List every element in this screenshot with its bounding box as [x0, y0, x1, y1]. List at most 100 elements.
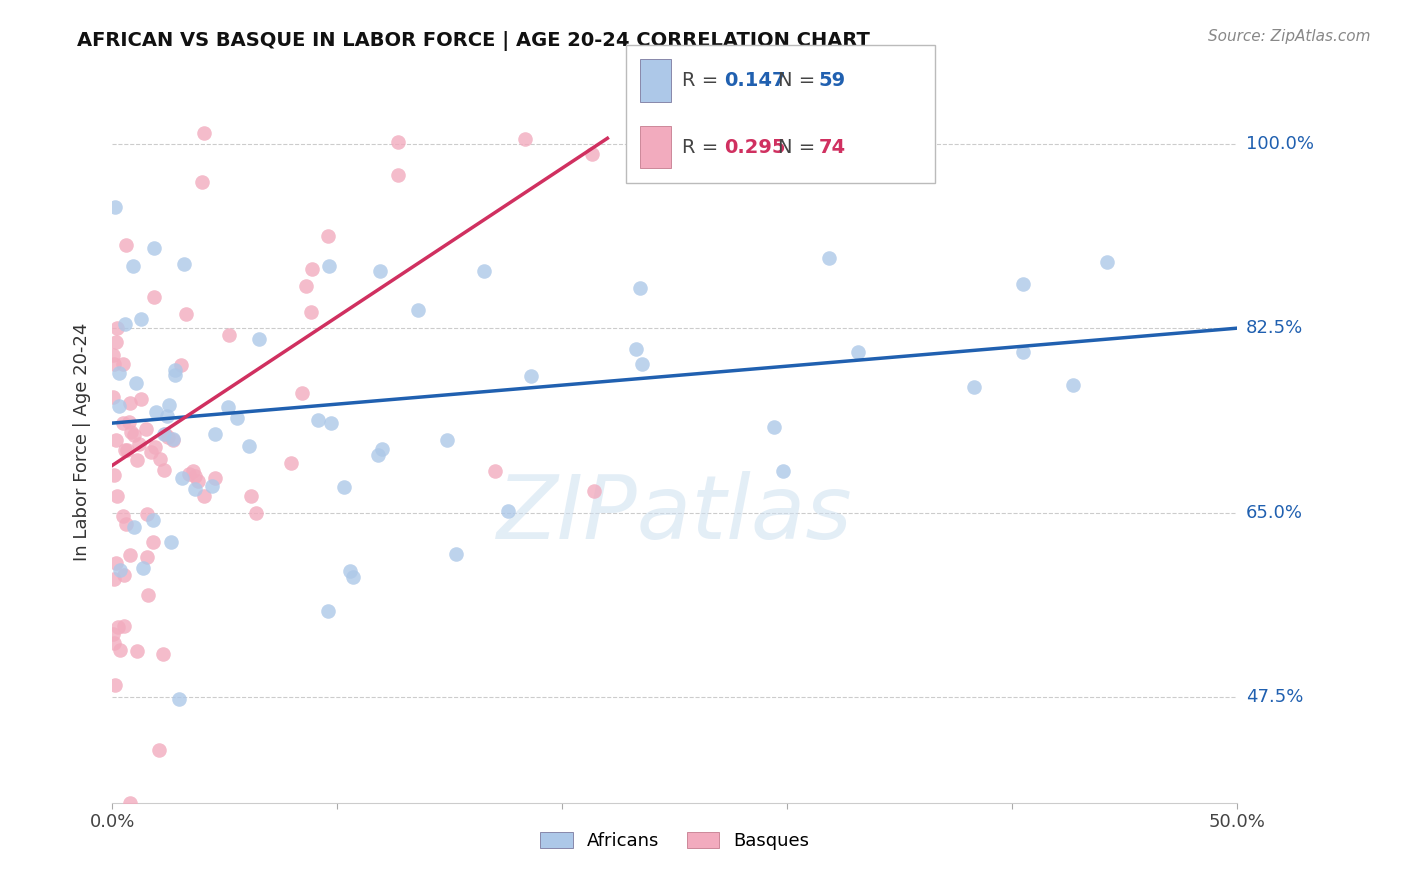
Text: R =: R =	[682, 71, 724, 90]
Point	[238, 438, 260, 452]
Point	[387, 169, 409, 183]
Text: ZIPatlas: ZIPatlas	[498, 471, 852, 557]
Point	[183, 468, 205, 483]
Point	[776, 161, 799, 176]
Point	[149, 452, 172, 467]
Point	[142, 534, 165, 549]
Point	[157, 398, 180, 412]
Point	[581, 147, 603, 161]
Point	[484, 464, 506, 478]
Text: N =: N =	[778, 71, 821, 90]
Point	[245, 506, 267, 520]
Text: 74: 74	[818, 137, 845, 157]
Point	[299, 304, 322, 318]
Point	[204, 427, 226, 442]
Point	[156, 430, 179, 444]
Point	[217, 400, 239, 414]
Point	[316, 604, 339, 618]
Point	[624, 343, 647, 357]
Text: AFRICAN VS BASQUE IN LABOR FORCE | AGE 20-24 CORRELATION CHART: AFRICAN VS BASQUE IN LABOR FORCE | AGE 2…	[77, 31, 870, 51]
Point	[162, 432, 184, 446]
Point	[136, 549, 159, 564]
Point	[193, 490, 215, 504]
Point	[218, 328, 240, 343]
Point	[280, 456, 302, 470]
Text: 0.147: 0.147	[724, 71, 786, 90]
Point	[120, 796, 142, 810]
Point	[111, 416, 134, 430]
Point	[103, 636, 125, 650]
Point	[582, 483, 605, 498]
Point	[103, 572, 125, 586]
Point	[167, 691, 190, 706]
Point	[152, 647, 174, 661]
Point	[162, 433, 184, 447]
Point	[120, 425, 142, 439]
Point	[132, 561, 155, 575]
Text: 100.0%: 100.0%	[1246, 135, 1313, 153]
Point	[371, 442, 394, 456]
Point	[294, 279, 316, 293]
Point	[1012, 345, 1035, 359]
Point	[101, 390, 124, 404]
Point	[108, 642, 131, 657]
Point	[520, 369, 543, 384]
Point	[339, 564, 361, 578]
Point	[239, 489, 262, 503]
Point	[143, 290, 166, 304]
Point	[114, 317, 136, 331]
Point	[204, 471, 226, 485]
Point	[333, 480, 356, 494]
Point	[107, 366, 129, 380]
Point	[190, 175, 212, 189]
Point	[145, 441, 167, 455]
Point	[104, 556, 127, 570]
Point	[628, 281, 651, 295]
Point	[367, 448, 389, 462]
Text: 82.5%: 82.5%	[1246, 319, 1303, 337]
Point	[103, 357, 125, 371]
Point	[387, 136, 409, 150]
Text: R =: R =	[682, 137, 724, 157]
Point	[114, 237, 136, 252]
Point	[187, 474, 209, 488]
Text: N =: N =	[778, 137, 821, 157]
Point	[291, 386, 314, 401]
Point	[135, 422, 157, 436]
Point	[153, 463, 176, 477]
Point	[184, 482, 207, 496]
Point	[135, 507, 157, 521]
Point	[247, 333, 270, 347]
Point	[118, 415, 141, 429]
Point	[319, 417, 342, 431]
Point	[107, 620, 129, 634]
Point	[101, 348, 124, 362]
Text: 65.0%: 65.0%	[1246, 504, 1302, 522]
Point	[513, 132, 536, 146]
Point	[201, 478, 224, 492]
Point	[630, 357, 652, 371]
Text: 59: 59	[818, 71, 845, 90]
Point	[115, 516, 138, 531]
Point	[122, 520, 145, 534]
Text: Source: ZipAtlas.com: Source: ZipAtlas.com	[1208, 29, 1371, 44]
Point	[163, 363, 186, 377]
Point	[108, 399, 131, 413]
Point	[368, 264, 391, 278]
Point	[318, 259, 340, 273]
Point	[181, 464, 204, 478]
Point	[120, 548, 142, 562]
Point	[127, 644, 149, 658]
Point	[153, 427, 176, 442]
Point	[1062, 378, 1084, 392]
Point	[105, 489, 128, 503]
Point	[145, 405, 167, 419]
Point	[103, 467, 125, 482]
Point	[301, 262, 323, 277]
Text: 47.5%: 47.5%	[1246, 689, 1303, 706]
Point	[105, 321, 128, 335]
Point	[1095, 255, 1118, 269]
Point	[318, 228, 340, 243]
Point	[436, 433, 458, 447]
Point	[174, 306, 197, 320]
